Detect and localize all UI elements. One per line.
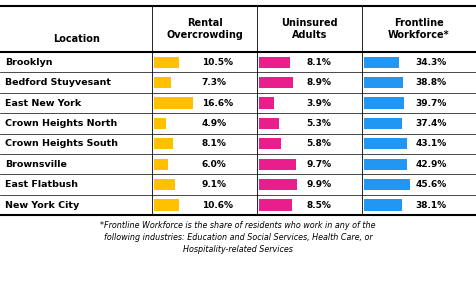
- FancyBboxPatch shape: [364, 118, 402, 129]
- Text: 8.1%: 8.1%: [306, 58, 331, 67]
- Text: Crown Heights North: Crown Heights North: [5, 119, 117, 128]
- Text: Uninsured
Adults: Uninsured Adults: [281, 18, 337, 40]
- Text: 9.7%: 9.7%: [306, 160, 331, 169]
- FancyBboxPatch shape: [259, 118, 279, 129]
- Text: Brooklyn: Brooklyn: [5, 58, 52, 67]
- Text: Frontline
Workforce*: Frontline Workforce*: [388, 18, 450, 40]
- FancyBboxPatch shape: [154, 97, 193, 109]
- Text: 9.1%: 9.1%: [201, 180, 227, 189]
- Text: New York City: New York City: [5, 201, 79, 210]
- FancyBboxPatch shape: [259, 97, 274, 109]
- FancyBboxPatch shape: [364, 199, 402, 211]
- Text: 7.3%: 7.3%: [201, 78, 227, 87]
- Text: 37.4%: 37.4%: [416, 119, 447, 128]
- Text: 43.1%: 43.1%: [416, 139, 446, 148]
- Text: 38.8%: 38.8%: [416, 78, 446, 87]
- FancyBboxPatch shape: [154, 77, 171, 88]
- FancyBboxPatch shape: [154, 57, 178, 68]
- Text: 6.0%: 6.0%: [201, 160, 226, 169]
- Text: 45.6%: 45.6%: [416, 180, 446, 189]
- Text: 8.5%: 8.5%: [306, 201, 331, 210]
- Text: *Frontline Workforce is the share of residents who work in any of the
following : *Frontline Workforce is the share of res…: [100, 221, 376, 254]
- FancyBboxPatch shape: [364, 97, 404, 109]
- Text: 8.1%: 8.1%: [201, 139, 227, 148]
- Text: 34.3%: 34.3%: [416, 58, 446, 67]
- FancyBboxPatch shape: [364, 159, 407, 170]
- FancyBboxPatch shape: [154, 159, 168, 170]
- Text: Rental
Overcrowding: Rental Overcrowding: [166, 18, 243, 40]
- Text: East New York: East New York: [5, 99, 81, 108]
- FancyBboxPatch shape: [364, 57, 398, 68]
- FancyBboxPatch shape: [364, 179, 410, 190]
- Text: 4.9%: 4.9%: [201, 119, 227, 128]
- Text: Location: Location: [53, 34, 99, 44]
- Text: 8.9%: 8.9%: [306, 78, 331, 87]
- Text: East Flatbush: East Flatbush: [5, 180, 78, 189]
- Text: Crown Heights South: Crown Heights South: [5, 139, 118, 148]
- Text: 10.6%: 10.6%: [201, 201, 233, 210]
- Text: 9.9%: 9.9%: [306, 180, 331, 189]
- Text: 10.5%: 10.5%: [201, 58, 233, 67]
- Text: 42.9%: 42.9%: [416, 160, 447, 169]
- Text: 5.3%: 5.3%: [306, 119, 331, 128]
- FancyBboxPatch shape: [259, 77, 293, 88]
- Text: 5.8%: 5.8%: [306, 139, 331, 148]
- Text: Bedford Stuyvesant: Bedford Stuyvesant: [5, 78, 111, 87]
- FancyBboxPatch shape: [259, 199, 292, 211]
- Text: 3.9%: 3.9%: [306, 99, 331, 108]
- FancyBboxPatch shape: [259, 179, 297, 190]
- FancyBboxPatch shape: [154, 179, 175, 190]
- Text: 38.1%: 38.1%: [416, 201, 446, 210]
- Text: 16.6%: 16.6%: [201, 99, 233, 108]
- Text: Brownsville: Brownsville: [5, 160, 67, 169]
- FancyBboxPatch shape: [154, 138, 173, 150]
- FancyBboxPatch shape: [259, 57, 290, 68]
- FancyBboxPatch shape: [364, 138, 407, 150]
- FancyBboxPatch shape: [364, 77, 403, 88]
- Text: 39.7%: 39.7%: [416, 99, 447, 108]
- FancyBboxPatch shape: [154, 199, 179, 211]
- FancyBboxPatch shape: [259, 159, 297, 170]
- FancyBboxPatch shape: [259, 138, 281, 150]
- FancyBboxPatch shape: [154, 118, 166, 129]
